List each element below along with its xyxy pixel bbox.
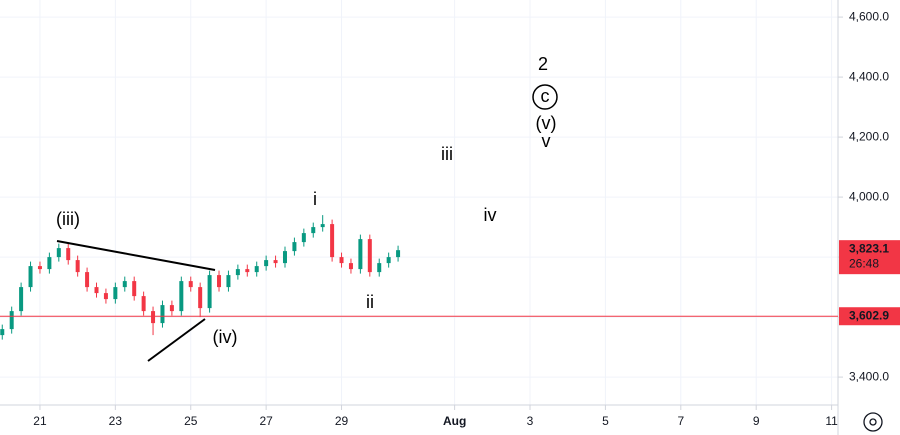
x-tick-label: 25 xyxy=(184,414,198,428)
candle-body xyxy=(273,260,278,264)
candle-body xyxy=(37,266,42,270)
candle-body xyxy=(94,287,99,294)
wave-label: iii xyxy=(441,144,453,164)
trend-line xyxy=(147,318,206,362)
candle-body xyxy=(254,266,259,273)
candle-body xyxy=(245,269,250,273)
x-tick-label: 5 xyxy=(602,414,609,428)
candle-body xyxy=(19,287,24,312)
candle-body xyxy=(122,281,127,288)
countdown-label: 26:48 xyxy=(849,256,879,270)
candle-body xyxy=(207,275,212,309)
candle-body xyxy=(292,242,297,252)
candle-body xyxy=(386,257,391,264)
wave-label: i xyxy=(313,189,317,209)
candle-body xyxy=(311,227,316,234)
candle-body xyxy=(301,233,306,243)
candle-body xyxy=(113,287,118,300)
candle-body xyxy=(339,257,344,264)
x-tick-label: 9 xyxy=(753,414,760,428)
candles xyxy=(0,215,401,340)
x-tick-label: 3 xyxy=(527,414,534,428)
wave-label: ii xyxy=(366,292,374,312)
last-price-box xyxy=(839,240,900,275)
wave-label: 2 xyxy=(538,54,548,74)
x-tick-label: 29 xyxy=(335,414,349,428)
candle-body xyxy=(179,281,184,312)
trend-line xyxy=(56,240,216,271)
x-tick-label: 11 xyxy=(825,414,838,428)
candle-body xyxy=(264,260,269,267)
candle-body xyxy=(66,248,71,261)
x-tick-label: 21 xyxy=(33,414,47,428)
candle-body xyxy=(358,239,363,270)
grid xyxy=(0,0,838,405)
wave-label: (iv) xyxy=(213,327,238,347)
candle-body xyxy=(56,248,61,258)
candle-body xyxy=(217,275,222,288)
settings-icon[interactable] xyxy=(863,412,883,432)
candle-body xyxy=(103,293,108,300)
candle-body xyxy=(320,224,325,228)
candle-body xyxy=(367,239,372,273)
x-tick-label: 23 xyxy=(109,414,123,428)
wave-label: (iii) xyxy=(56,209,80,229)
wave-circle xyxy=(532,84,558,110)
settings-button[interactable] xyxy=(863,412,883,432)
candle-body xyxy=(198,287,203,309)
candle-body xyxy=(0,329,5,336)
x-tick-label: 27 xyxy=(259,414,273,428)
candle-body xyxy=(75,260,80,273)
level-label: 3,602.9 xyxy=(849,308,889,322)
candle-body xyxy=(226,275,231,288)
candle-body xyxy=(9,311,14,330)
wave-label: v xyxy=(542,131,551,151)
y-tick-label: 3,400.0 xyxy=(849,369,889,383)
wave-label: c xyxy=(541,86,550,106)
candle-body xyxy=(141,296,146,312)
candle-body xyxy=(188,281,193,288)
candle-body xyxy=(132,281,137,297)
candle-body xyxy=(151,311,156,324)
candle-body xyxy=(330,224,335,258)
y-tick-label: 4,400.0 xyxy=(849,69,889,83)
candle-body xyxy=(47,257,52,270)
wave-label: iv xyxy=(484,205,497,225)
level-label-box xyxy=(839,307,900,326)
candle-body xyxy=(282,251,287,264)
candle-body xyxy=(377,263,382,273)
candle-body xyxy=(28,266,33,288)
candle-body xyxy=(85,272,90,288)
x-tick-label: 7 xyxy=(677,414,684,428)
last-price-label: 3,823.1 xyxy=(849,241,889,255)
x-tick-label: Aug xyxy=(443,414,466,428)
y-tick-label: 4,000.0 xyxy=(849,189,889,203)
settings-icon-center xyxy=(869,418,877,426)
candle-body xyxy=(348,263,353,270)
wave-label: (v) xyxy=(536,113,557,133)
y-tick-label: 4,200.0 xyxy=(849,129,889,143)
candle-body xyxy=(169,305,174,312)
y-tick-label: 4,600.0 xyxy=(849,9,889,23)
candle-body xyxy=(235,269,240,276)
candle-body xyxy=(160,305,165,324)
candle-body xyxy=(396,250,401,258)
